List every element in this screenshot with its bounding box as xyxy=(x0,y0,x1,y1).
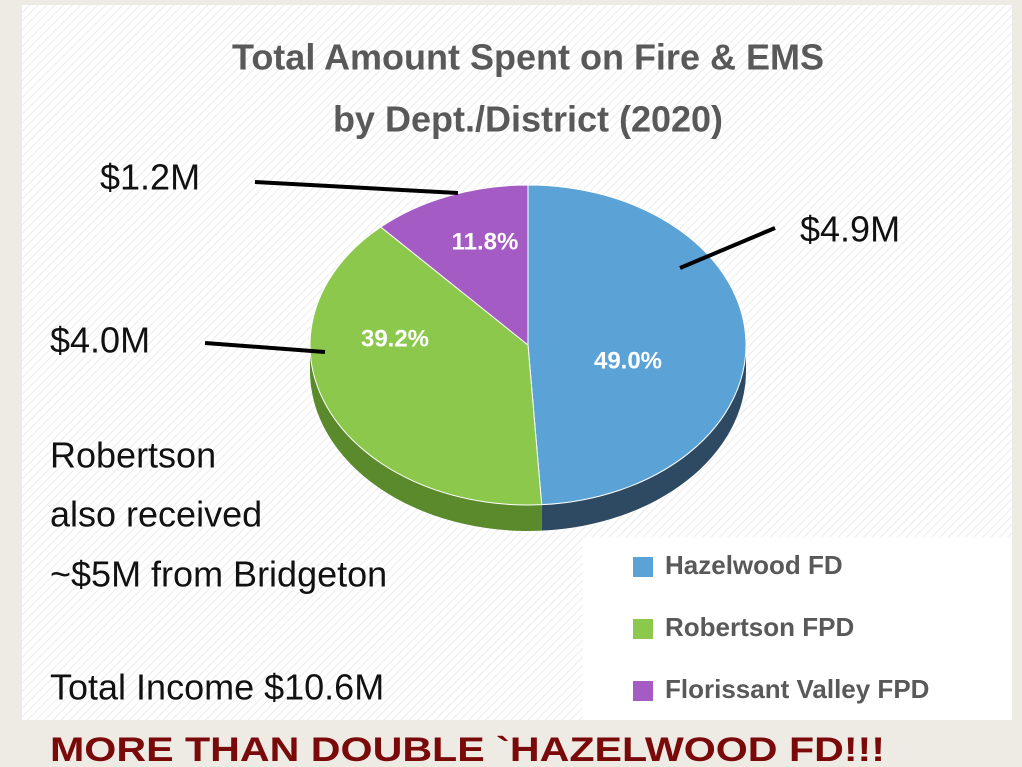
legend-swatch xyxy=(633,619,653,639)
legend-label: Robertson FPD xyxy=(665,612,854,642)
pie-slice xyxy=(379,184,529,347)
leader-line xyxy=(204,341,326,354)
note: Robertson xyxy=(50,435,216,476)
leader-line xyxy=(679,226,776,270)
pie-slice xyxy=(309,226,543,506)
data-label: 11.8% xyxy=(452,228,519,255)
legend-label: Florissant Valley FPD xyxy=(665,674,929,704)
leader-line xyxy=(254,180,459,195)
data-label: 49.0% xyxy=(594,347,662,374)
chart-title: by Dept./District (2020) xyxy=(333,99,723,140)
pie-side xyxy=(541,345,746,531)
note: ~$5M from Bridgeton xyxy=(50,554,387,595)
legend-swatch xyxy=(633,557,653,577)
legend-label: Hazelwood FD xyxy=(665,550,843,580)
legend-swatch xyxy=(633,681,653,701)
note: Total Income $10.6M xyxy=(50,667,384,708)
amount-label: $4.9M xyxy=(800,209,900,250)
chart-title: Total Amount Spent on Fire & EMS xyxy=(232,37,824,78)
data-label: 39.2% xyxy=(361,325,429,352)
note: also received xyxy=(50,494,262,535)
footer: MORE THAN DOUBLE `HAZELWOOD FD!!! xyxy=(50,731,885,767)
pie-side xyxy=(310,345,542,531)
amount-label: $4.0M xyxy=(50,320,150,361)
amount-label: $1.2M xyxy=(100,157,200,198)
legend-box xyxy=(583,537,1012,720)
